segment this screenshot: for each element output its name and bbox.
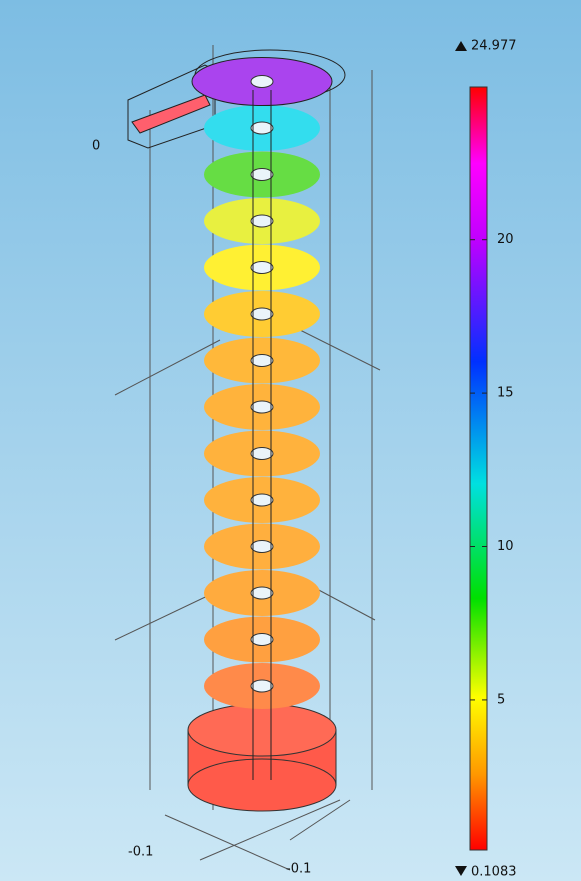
colorbar-scale [470, 87, 487, 850]
disk-hole [251, 541, 273, 553]
disk-hole [251, 494, 273, 506]
disk-hole [251, 76, 273, 88]
max-label: 24.977 [471, 39, 517, 54]
tick-label: 20 [497, 232, 514, 247]
tick-label: 15 [497, 386, 514, 401]
x-axis-label: -0.1 [128, 845, 153, 860]
disk-hole [251, 169, 273, 181]
disk-hole [251, 634, 273, 646]
disk-hole [251, 122, 273, 134]
disk-hole [251, 262, 273, 274]
tick-label: 10 [497, 539, 514, 554]
disk-hole [251, 587, 273, 599]
disk-hole [251, 448, 273, 460]
base-top [188, 704, 336, 756]
plot-window: 24.977 0.1083 5 10 15 20 0 -0.1 -0.1 [0, 0, 581, 881]
min-label: 0.1083 [471, 865, 517, 880]
disk-hole [251, 355, 273, 367]
disk-hole [251, 401, 273, 413]
tick-label: 5 [497, 692, 505, 707]
z-axis-label: 0 [92, 139, 100, 154]
base-bottom [188, 759, 336, 811]
disk-hole [251, 215, 273, 227]
y-axis-label: -0.1 [286, 862, 311, 877]
disk-hole [251, 680, 273, 692]
disk-hole [251, 308, 273, 320]
